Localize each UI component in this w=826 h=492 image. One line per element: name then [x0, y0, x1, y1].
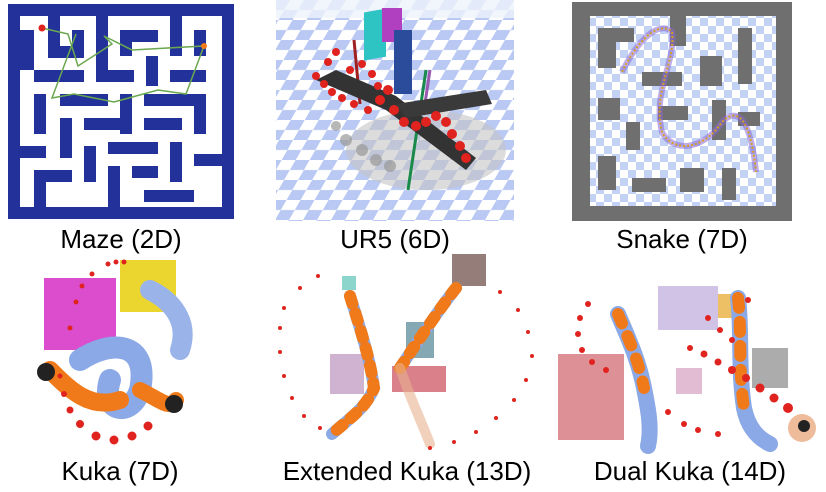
maze-panel — [8, 4, 234, 219]
snake-panel — [572, 2, 792, 221]
kuka-image — [37, 259, 193, 445]
dual-kuka-caption: Dual Kuka (14D) — [593, 456, 787, 486]
extended-kuka-panel — [270, 248, 542, 454]
extended-kuka-caption: Extended Kuka (13D) — [282, 456, 532, 486]
snake-caption: Snake (7D) — [616, 224, 748, 254]
ur5-panel — [276, 0, 514, 221]
ur5-caption: UR5 (6D) — [340, 224, 450, 254]
maze-caption: Maze (2D) — [60, 224, 182, 254]
kuka-caption: Kuka (7D) — [61, 456, 179, 486]
extended-kuka-image — [278, 254, 534, 450]
dual-kuka-image — [558, 286, 816, 454]
snake-image — [572, 2, 792, 221]
dual-kuka-panel — [558, 278, 826, 454]
ur5-image — [276, 0, 514, 221]
maze-image — [8, 4, 234, 219]
kuka-panel — [20, 250, 220, 450]
